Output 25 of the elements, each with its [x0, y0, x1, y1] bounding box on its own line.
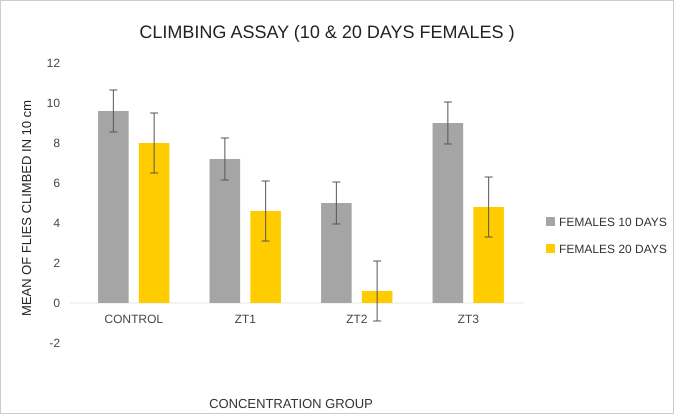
bar	[138, 143, 170, 303]
y-tick-label: 8	[53, 136, 60, 150]
bar	[473, 207, 504, 303]
x-tick-label: ZT2	[346, 312, 368, 326]
bar	[432, 123, 464, 303]
bar	[321, 203, 352, 303]
bar	[210, 159, 240, 303]
y-tick-label: 10	[46, 96, 60, 110]
y-tick-label: 2	[53, 256, 60, 270]
y-axis-title: MEAN OF FLIES CLIMBED IN 10 cm	[19, 100, 34, 316]
y-tick-label: 6	[53, 176, 60, 190]
bar	[250, 211, 281, 303]
legend-label: FEMALES 10 DAYS	[559, 215, 667, 230]
chart-title: CLIMBING ASSAY (10 & 20 DAYS FEMALES )	[139, 22, 515, 42]
y-tick-label: 12	[46, 56, 60, 70]
x-tick-label: CONTROL	[104, 312, 164, 326]
x-tick-label: ZT1	[234, 312, 256, 326]
bar	[362, 291, 392, 303]
bar	[98, 111, 129, 303]
x-tick-label: ZT3	[458, 312, 480, 326]
y-tick-label: 0	[53, 296, 60, 310]
legend-label: FEMALES 20 DAYS	[559, 242, 667, 256]
y-tick-label: -2	[49, 336, 60, 350]
y-tick-label: 4	[53, 216, 60, 230]
x-axis-title: CONCENTRATION GROUP	[209, 396, 373, 411]
